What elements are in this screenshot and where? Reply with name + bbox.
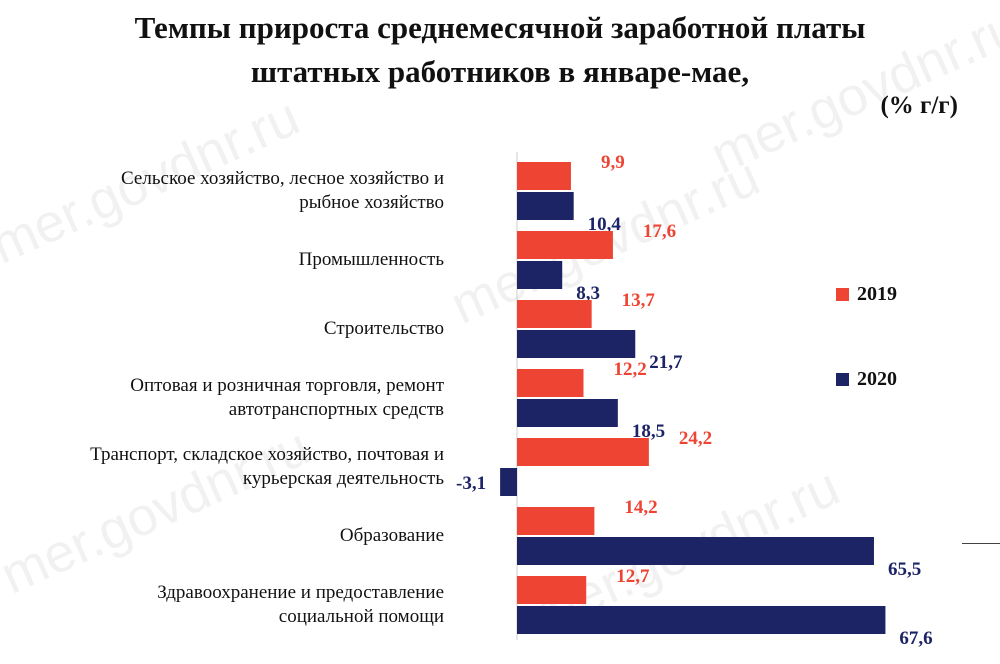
bar-2019: [517, 507, 595, 535]
legend-item-2019: 2019: [836, 283, 897, 306]
data-label-2020: 67,6: [899, 628, 932, 649]
decorative-line: [962, 543, 1000, 544]
category-label: Здравоохранение и предоставление социальн…: [0, 581, 444, 629]
chart-title-line-2: штатных работников в январе-мае,: [250, 54, 750, 89]
data-label-2020: 8,3: [576, 283, 600, 304]
bar-2020: [517, 537, 874, 565]
category-label: Строительство: [0, 317, 444, 341]
chart-title-line-1: Темпы прироста среднемесячной заработной…: [134, 10, 866, 45]
legend-label-2020: 2020: [857, 368, 897, 390]
bar-2019: [517, 300, 592, 328]
category-label-line: Транспорт, складское хозяйство, почтовая…: [90, 444, 444, 465]
data-label-2020: -3,1: [456, 473, 486, 494]
bar-2020: [517, 606, 886, 634]
category-label: Образование: [0, 524, 444, 548]
data-label-2020: 65,5: [888, 559, 921, 580]
data-label-2019: 12,2: [613, 359, 646, 380]
data-label-2019: 14,2: [624, 497, 657, 518]
legend-item-2020: 2020: [836, 368, 897, 391]
bar-2019: [517, 231, 613, 259]
bar-2019: [517, 369, 584, 397]
data-label-2020: 18,5: [632, 421, 665, 442]
category-label-line: Промышленность: [298, 249, 444, 270]
category-label: Транспорт, складское хозяйство, почтовая…: [0, 443, 444, 491]
category-label-line: курьерская деятельность: [242, 468, 444, 489]
category-label-line: Оптовая и розничная торговля, ремонт: [130, 375, 444, 396]
legend-swatch-2020: [836, 373, 849, 386]
bar-2020: [517, 399, 618, 427]
bar-2019: [517, 576, 587, 604]
category-label: Промышленность: [0, 248, 444, 272]
legend-swatch-2019: [836, 288, 849, 301]
category-label: Сельское хозяйство, лесное хозяйство и ры…: [0, 167, 444, 215]
data-label-2019: 13,7: [622, 290, 656, 311]
category-label-line: Здравоохранение и предоставление: [157, 582, 444, 603]
data-label-2019: 17,6: [643, 221, 676, 242]
chart-unit: (% г/г): [880, 92, 958, 119]
category-label-line: социальной помощи: [278, 606, 444, 627]
bar-2020: [500, 468, 517, 496]
data-label-2019: 9,9: [601, 152, 625, 173]
category-label-line: Сельское хозяйство, лесное хозяйство и: [121, 168, 444, 189]
bar-2019: [517, 162, 571, 190]
category-label: Оптовая и розничная торговля, ремонт авто…: [0, 374, 444, 422]
bar-2020: [517, 192, 574, 220]
data-label-2020: 10,4: [588, 214, 622, 235]
category-label-line: Образование: [339, 525, 444, 546]
category-label-line: автотранспортных средств: [228, 399, 444, 420]
bar-2020: [517, 261, 563, 289]
data-label-2019: 24,2: [679, 428, 712, 449]
data-label-2019: 12,7: [616, 566, 650, 587]
data-label-2020: 21,7: [649, 352, 683, 373]
category-label-line: рыбное хозяйство: [299, 192, 444, 213]
legend-label-2019: 2019: [857, 283, 897, 305]
bar-2019: [517, 438, 649, 466]
category-label-line: Строительство: [323, 318, 444, 339]
bar-2020: [517, 330, 636, 358]
